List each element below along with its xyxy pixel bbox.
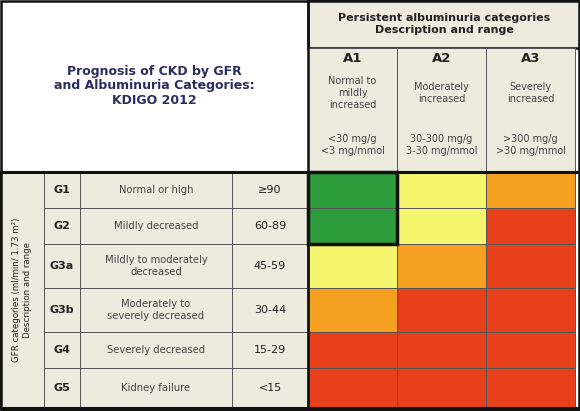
Bar (486, 48, 575, 172)
Bar (0, 172, 44, 408)
Text: >300 mg/g
>30 mg/mmol: >300 mg/g >30 mg/mmol (495, 134, 566, 156)
Text: A2: A2 (432, 51, 451, 65)
Text: Mildly decreased: Mildly decreased (114, 221, 198, 231)
Bar (44, 288, 80, 332)
Bar (80, 288, 232, 332)
Bar (486, 172, 575, 208)
Text: Moderately to
severely decreased: Moderately to severely decreased (107, 299, 205, 321)
Text: G3b: G3b (50, 305, 74, 315)
Bar (308, 288, 397, 332)
Bar (397, 288, 486, 332)
Bar (44, 172, 80, 208)
Bar (80, 208, 232, 244)
Bar (486, 368, 575, 408)
Bar (486, 244, 575, 288)
Bar (44, 332, 80, 368)
Text: Persistent albuminuria categories
Description and range: Persistent albuminuria categories Descri… (338, 13, 550, 35)
Bar (308, 0, 580, 172)
Text: A3: A3 (521, 51, 540, 65)
Bar (232, 368, 308, 408)
Bar (397, 208, 486, 244)
Bar (308, 48, 397, 172)
Bar (308, 332, 397, 368)
Bar (80, 244, 232, 288)
Bar (308, 244, 397, 288)
Bar (232, 172, 308, 208)
Text: G1: G1 (53, 185, 70, 195)
Bar (44, 208, 80, 244)
Bar (308, 172, 397, 208)
Text: G3a: G3a (50, 261, 74, 271)
Bar (0, 172, 580, 408)
Text: 30-44: 30-44 (254, 305, 286, 315)
Bar (0, 172, 580, 408)
Bar (44, 244, 80, 288)
Text: Kidney failure: Kidney failure (121, 383, 191, 393)
Bar (397, 244, 486, 288)
Bar (397, 48, 486, 172)
Bar (308, 208, 397, 244)
Text: Moderately
increased: Moderately increased (414, 82, 469, 104)
Bar (486, 332, 575, 368)
Text: Normal or high: Normal or high (119, 185, 193, 195)
Text: Severely
increased: Severely increased (507, 82, 554, 104)
Bar (232, 288, 308, 332)
Bar (308, 172, 580, 408)
Text: 30-300 mg/g
3-30 mg/mmol: 30-300 mg/g 3-30 mg/mmol (406, 134, 477, 156)
Text: 60-89: 60-89 (254, 221, 286, 231)
Text: GFR categories (ml/min/ 1.73 m²)
Description and range: GFR categories (ml/min/ 1.73 m²) Descrip… (12, 218, 32, 362)
Bar (308, 0, 580, 48)
Text: Normal to
mildly
increased: Normal to mildly increased (328, 76, 376, 110)
Bar (232, 332, 308, 368)
Bar (80, 332, 232, 368)
Bar (308, 172, 397, 244)
Bar (397, 172, 486, 208)
Bar (486, 208, 575, 244)
Bar (397, 332, 486, 368)
Bar (0, 0, 308, 172)
Bar (44, 368, 80, 408)
Bar (486, 288, 575, 332)
Bar (232, 208, 308, 244)
Text: G4: G4 (53, 345, 71, 355)
Text: <30 mg/g
<3 mg/mmol: <30 mg/g <3 mg/mmol (321, 134, 385, 156)
Text: Severely decreased: Severely decreased (107, 345, 205, 355)
Text: Mildly to moderately
decreased: Mildly to moderately decreased (104, 255, 208, 277)
Bar (80, 172, 232, 208)
Bar (308, 368, 397, 408)
Text: G5: G5 (53, 383, 70, 393)
Text: G2: G2 (53, 221, 70, 231)
Text: A1: A1 (343, 51, 362, 65)
Text: 45-59: 45-59 (254, 261, 286, 271)
Bar (397, 368, 486, 408)
Text: <15: <15 (258, 383, 282, 393)
Text: ≥90: ≥90 (258, 185, 282, 195)
Bar (80, 368, 232, 408)
Text: Prognosis of CKD by GFR
and Albuminuria Categories:
KDIGO 2012: Prognosis of CKD by GFR and Albuminuria … (54, 65, 254, 108)
Text: 15-29: 15-29 (254, 345, 286, 355)
Bar (232, 244, 308, 288)
